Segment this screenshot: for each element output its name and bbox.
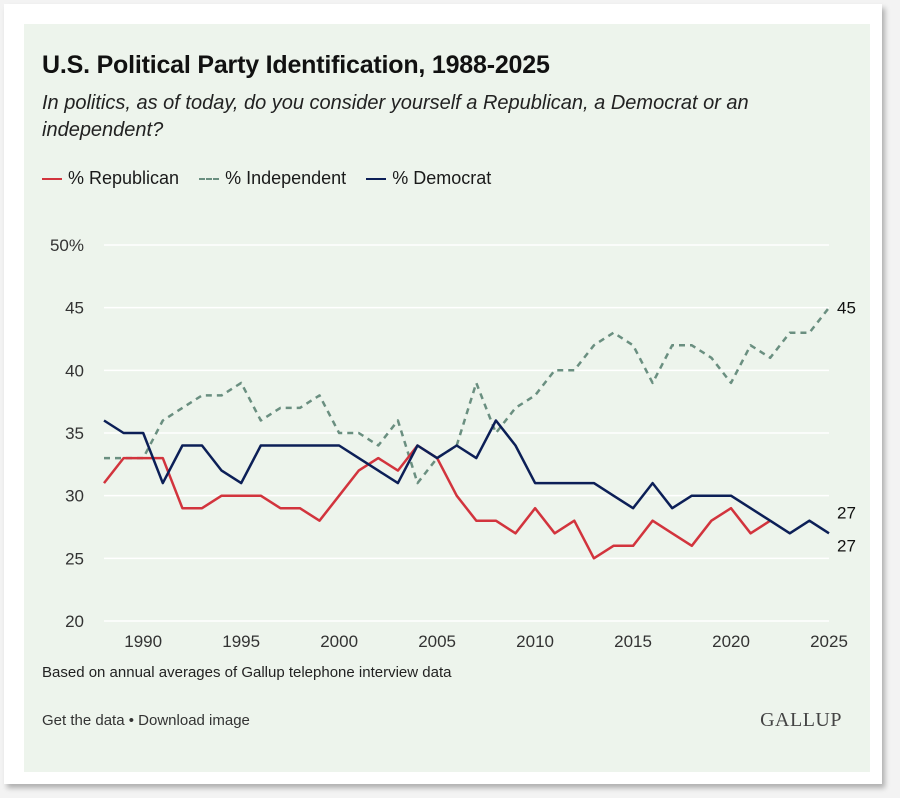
y-tick-label: 35 bbox=[65, 424, 84, 443]
series-line-republican bbox=[103, 444, 771, 560]
legend-swatch-democrat bbox=[366, 177, 387, 180]
gallup-logo: GALLUP bbox=[760, 709, 842, 731]
end-label-democrat: 27 bbox=[837, 536, 856, 555]
y-tick-label: 45 bbox=[65, 299, 84, 318]
y-tick-label: 25 bbox=[65, 549, 84, 568]
legend-label-democrat: % Democrat bbox=[392, 168, 492, 188]
legend-item-independent: % Independent bbox=[199, 168, 346, 189]
y-tick-label: 50% bbox=[50, 236, 84, 255]
series-line-independent bbox=[104, 306, 830, 485]
legend-label-independent: % Independent bbox=[225, 168, 347, 188]
x-tick-label: 1990 bbox=[124, 632, 162, 649]
x-tick-label: 2015 bbox=[614, 632, 652, 649]
legend-item-democrat: % Democrat bbox=[366, 168, 491, 189]
series-line-democrat bbox=[103, 419, 830, 535]
y-tick-label: 40 bbox=[65, 361, 84, 380]
legend-item-republican: % Republican bbox=[42, 168, 179, 189]
x-tick-label: 2000 bbox=[320, 632, 358, 649]
chart-legend: % Republican % Independent % Democrat bbox=[42, 168, 491, 189]
y-tick-label: 30 bbox=[65, 487, 84, 506]
chart-title: U.S. Political Party Identification, 198… bbox=[42, 51, 550, 79]
x-tick-label: 1995 bbox=[222, 632, 260, 649]
link-separator: • bbox=[128, 712, 134, 729]
legend-swatch-independent bbox=[199, 177, 220, 180]
download-image-link[interactable]: Download image bbox=[138, 712, 250, 729]
chart-subtitle: In politics, as of today, do you conside… bbox=[42, 92, 749, 141]
x-tick-label: 2020 bbox=[712, 632, 750, 649]
x-tick-label: 2005 bbox=[418, 632, 456, 649]
x-tick-label: 2010 bbox=[516, 632, 554, 649]
figure-frame: U.S. Political Party Identification, 198… bbox=[4, 4, 882, 784]
end-label-independent: 45 bbox=[837, 299, 856, 318]
x-tick-label: 2025 bbox=[810, 632, 848, 649]
footer-links: Get the data • Download image bbox=[42, 712, 250, 729]
chart-card: U.S. Political Party Identification, 198… bbox=[24, 24, 870, 772]
end-label-republican: 27 bbox=[837, 504, 856, 523]
legend-swatch-republican bbox=[42, 177, 62, 180]
y-tick-label: 20 bbox=[65, 612, 84, 631]
legend-label-republican: % Republican bbox=[68, 168, 180, 188]
data-source-note: Based on annual averages of Gallup telep… bbox=[42, 664, 452, 681]
get-data-link[interactable]: Get the data bbox=[42, 712, 125, 729]
